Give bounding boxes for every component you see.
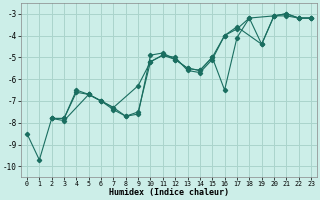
X-axis label: Humidex (Indice chaleur): Humidex (Indice chaleur) bbox=[109, 188, 229, 197]
